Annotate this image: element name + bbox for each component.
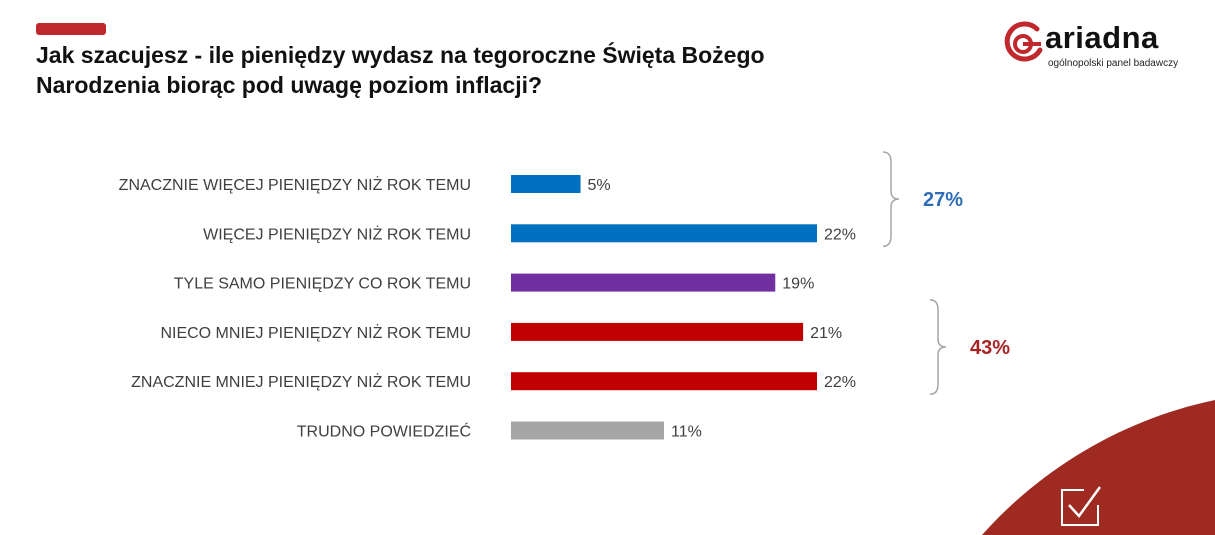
data-label: 5% [588,177,611,194]
title-line-2: Narodzenia biorąc pod uwagę poziom infla… [36,72,543,98]
data-label: 19% [782,276,814,293]
category-label: NIECO MNIEJ PIENIĘDZY NIŻ ROK TEMU [160,323,471,342]
logo-tagline: ogólnopolski panel badawczy [1048,58,1179,69]
logo-outer-ring [1004,21,1043,62]
data-label: 22% [824,226,856,243]
page-title: Jak szacujesz - ile pieniędzy wydasz na … [36,40,936,100]
data-label: 11% [671,424,702,441]
category-label: ZNACZNIE MNIEJ PIENIĘDZY NIŻ ROK TEMU [131,372,471,391]
group-total-label: 43% [970,337,1010,359]
title-line-1: Jak szacujesz - ile pieniędzy wydasz na … [36,42,765,68]
bar [511,273,776,292]
group-bracket [882,151,900,248]
bar [511,372,817,391]
group-bracket [929,299,947,395]
category-label: TRUDNO POWIEDZIEĆ [297,422,471,441]
data-label: 22% [824,374,856,391]
title-accent-bar [36,23,106,35]
ariadna-logo: ariadna ogólnopolski panel badawczy [995,16,1195,76]
bar [511,224,817,243]
checkbox-check-icon [1061,486,1102,526]
bar [511,175,581,193]
category-label: TYLE SAMO PIENIĘDZY CO ROK TEMU [174,276,471,293]
logo-tail [1023,42,1041,46]
bar [511,322,804,341]
ariadna-logo-icon [1004,21,1043,62]
corner-swoosh [982,400,1215,535]
group-total-label: 27% [923,189,963,211]
bar [511,421,664,440]
category-label: ZNACZNIE WIĘCEJ PIENIĘDZY NIŻ ROK TEMU [119,175,471,194]
logo-wordmark: ariadna [1045,20,1159,55]
category-label: WIĘCEJ PIENIĘDZY NIŻ ROK TEMU [203,224,471,243]
checkbox-check-icon-box [1061,489,1099,526]
data-label: 21% [810,325,842,342]
checkbox-check-icon-tick [1068,486,1102,518]
